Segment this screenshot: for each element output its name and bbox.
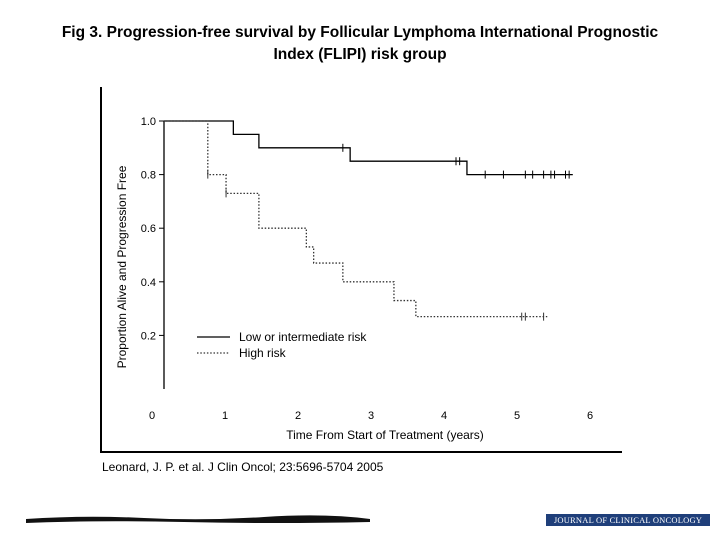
y-tick-label: 0.4 xyxy=(141,277,156,289)
x-tick-label: 4 xyxy=(441,410,447,422)
journal-logo: JOURNAL OF CLINICAL ONCOLOGY xyxy=(546,514,710,526)
legend-label: High risk xyxy=(239,346,287,360)
citation: Leonard, J. P. et al. J Clin Oncol; 23:5… xyxy=(102,460,384,474)
x-tick-label: 2 xyxy=(295,410,301,422)
x-tick-label: 5 xyxy=(514,410,520,422)
x-tick-label: 3 xyxy=(368,410,374,422)
km-figure: Proportion Alive and Progression Free Ti… xyxy=(100,87,622,453)
y-axis-label: Proportion Alive and Progression Free xyxy=(115,165,129,368)
legend-label: Low or intermediate risk xyxy=(239,330,367,344)
footer-brush-bar xyxy=(26,515,370,523)
y-tick-label: 0.2 xyxy=(141,330,156,342)
x-tick-label: 6 xyxy=(587,410,593,422)
tick-labels: 0.2 0.4 0.6 0.8 1.0 0 1 2 3 4 5 6 xyxy=(141,116,593,422)
series-line-high xyxy=(164,120,548,318)
legend: Low or intermediate risk High risk xyxy=(197,330,367,360)
slide-title: Fig 3. Progression-free survival by Foll… xyxy=(0,22,720,66)
km-chart: Proportion Alive and Progression Free Ti… xyxy=(115,116,593,442)
x-tick-label: 0 xyxy=(149,410,155,422)
axes: Proportion Alive and Progression Free Ti… xyxy=(115,121,484,442)
x-tick-label: 1 xyxy=(222,410,228,422)
slide-title-line-2: Index (FLIPI) risk group xyxy=(273,46,447,63)
series-lines xyxy=(164,120,573,321)
y-tick-label: 0.6 xyxy=(141,223,156,235)
series-line-low-intermediate xyxy=(164,120,573,176)
y-tick-label: 1.0 xyxy=(141,116,156,128)
y-tick-label: 0.8 xyxy=(141,170,156,182)
slide-title-line-1: Fig 3. Progression-free survival by Foll… xyxy=(61,24,659,41)
x-axis-label: Time From Start of Treatment (years) xyxy=(286,428,484,442)
